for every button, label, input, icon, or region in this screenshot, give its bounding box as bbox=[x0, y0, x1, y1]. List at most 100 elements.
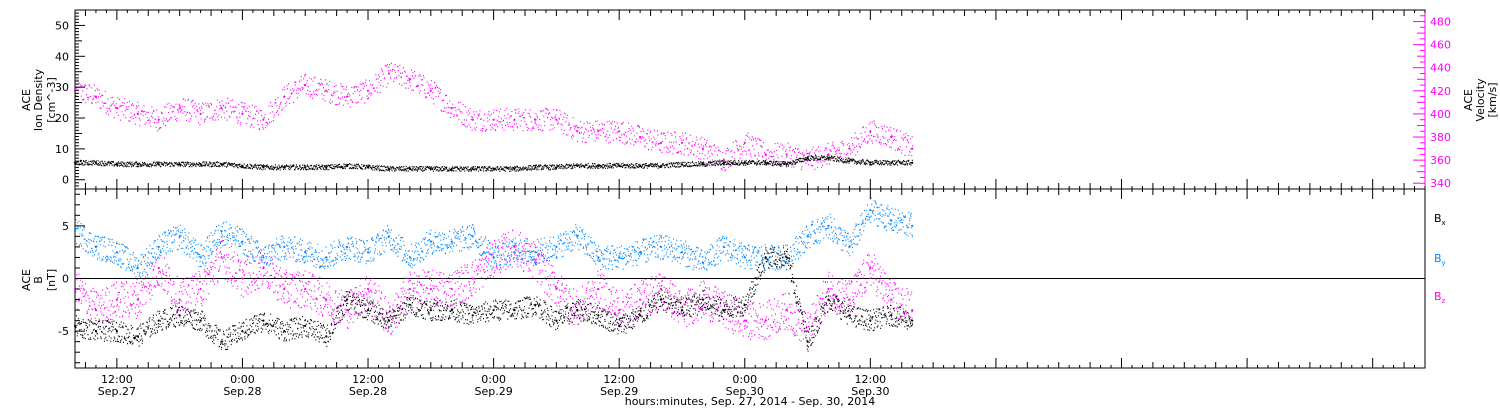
bz-series-point bbox=[366, 287, 370, 291]
bz-series-point bbox=[659, 287, 663, 291]
bz-series-point bbox=[346, 309, 349, 312]
bx-series-point bbox=[262, 319, 265, 322]
velocity-series-point bbox=[722, 159, 725, 162]
velocity-series-point bbox=[262, 118, 265, 121]
velocity-tick-label: 460 bbox=[1430, 39, 1451, 52]
bz-series-point bbox=[429, 287, 432, 291]
by-series-point bbox=[199, 256, 202, 259]
bz-series-point bbox=[262, 266, 265, 270]
b-label-line2: B bbox=[32, 276, 45, 284]
legend-by: By bbox=[1434, 252, 1446, 267]
density-series-point bbox=[534, 166, 537, 169]
b-field-axis: -5 0 5 bbox=[58, 193, 85, 364]
time-tick-label: 0:00 bbox=[481, 373, 506, 386]
bz-series-point bbox=[450, 287, 453, 291]
x-axis-title: hours:minutes, Sep. 27, 2014 - Sep. 30, … bbox=[625, 395, 876, 408]
bx-series-point bbox=[304, 324, 307, 327]
by-series-point bbox=[73, 230, 77, 233]
velocity-series-point bbox=[680, 141, 684, 144]
bz-series-point bbox=[94, 309, 97, 312]
bz-series-point bbox=[911, 309, 914, 312]
bz-series-point bbox=[115, 298, 118, 301]
velocity-tick-label: 440 bbox=[1430, 62, 1451, 75]
by-series-point bbox=[806, 235, 809, 238]
by-series-point bbox=[597, 256, 600, 259]
velocity-series-point bbox=[639, 135, 642, 139]
bx-series-point bbox=[785, 256, 788, 259]
b-tick-label: 5 bbox=[62, 220, 69, 233]
date-tick-label: Sep.28 bbox=[349, 385, 387, 398]
by-series-point bbox=[890, 219, 893, 222]
velocity-label-line3: [km/s] bbox=[1486, 82, 1499, 117]
velocity-series-point bbox=[136, 112, 139, 115]
b-legend: Bx By Bz bbox=[1434, 212, 1446, 305]
velocity-series-point bbox=[492, 118, 495, 121]
bz-series-point bbox=[471, 277, 474, 280]
bz-series-point bbox=[408, 287, 411, 291]
velocity-series-point bbox=[534, 118, 537, 121]
density-series-point bbox=[262, 166, 265, 169]
by-series-point bbox=[429, 240, 432, 243]
b-tick-label: 0 bbox=[62, 273, 69, 286]
date-tick-label: Sep.29 bbox=[474, 385, 512, 398]
b-field-axis-label: ACE B [nT] bbox=[20, 269, 58, 291]
bz-series-point bbox=[639, 298, 642, 301]
velocity-series-point bbox=[220, 107, 223, 110]
density-tick-label: 20 bbox=[55, 112, 69, 125]
by-series-point bbox=[911, 224, 914, 227]
density-axis: 0 10 20 30 40 50 bbox=[55, 9, 85, 187]
by-series-point bbox=[680, 251, 684, 254]
velocity-series-point bbox=[785, 153, 788, 156]
time-axis: 12:00Sep.270:00Sep.2812:00Sep.280:00Sep.… bbox=[84, 10, 1426, 398]
velocity-series-point bbox=[618, 130, 621, 133]
bx-series-point bbox=[911, 319, 914, 322]
legend-bz: Bz bbox=[1434, 290, 1446, 305]
date-tick-label: Sep.27 bbox=[98, 385, 136, 398]
bx-series bbox=[73, 247, 914, 352]
b-tick-label: -5 bbox=[58, 325, 69, 338]
velocity-tick-label: 420 bbox=[1430, 85, 1451, 98]
velocity-series-point bbox=[869, 130, 872, 133]
time-tick-label: 0:00 bbox=[732, 373, 757, 386]
bx-series-scatter bbox=[75, 247, 913, 352]
bz-series-point bbox=[199, 287, 202, 291]
velocity-series-point bbox=[890, 135, 893, 139]
bz-series-point bbox=[848, 298, 851, 301]
bx-series-point bbox=[157, 319, 160, 322]
velocity-tick-label: 340 bbox=[1430, 177, 1451, 190]
bx-series-point bbox=[471, 314, 474, 317]
density-label-line1: ACE bbox=[20, 89, 33, 111]
time-tick-label: 12:00 bbox=[854, 373, 886, 386]
velocity-axis-label: ACE Velocity [km/s] bbox=[1462, 78, 1499, 122]
bx-series-point bbox=[325, 335, 328, 338]
velocity-label-line2: Velocity bbox=[1474, 78, 1487, 122]
bx-series-point bbox=[220, 340, 223, 343]
bz-series-point bbox=[241, 277, 244, 280]
by-series-point bbox=[366, 251, 370, 254]
velocity-series-point bbox=[178, 107, 181, 110]
bx-series-point bbox=[429, 309, 432, 312]
density-axis-label: ACE Ion Density [cm^-3] bbox=[20, 68, 58, 131]
bx-series-point bbox=[680, 309, 684, 312]
b-label-line1: ACE bbox=[20, 269, 33, 291]
velocity-series-point bbox=[387, 72, 391, 75]
bz-series-point bbox=[304, 287, 307, 291]
density-series bbox=[73, 155, 914, 172]
velocity-tick-label: 480 bbox=[1430, 16, 1451, 29]
bz-series-point bbox=[534, 261, 537, 264]
bz-series-scatter bbox=[75, 229, 913, 347]
density-label-line3: [cm^-3] bbox=[45, 77, 58, 123]
bz-series-point bbox=[869, 266, 872, 270]
by-series-point bbox=[283, 245, 286, 248]
velocity-series-point bbox=[701, 147, 705, 150]
by-series-point bbox=[534, 251, 537, 254]
velocity-series-point bbox=[911, 147, 914, 150]
bottom-panel-data bbox=[73, 197, 914, 352]
by-series-point bbox=[869, 209, 872, 212]
velocity-series-point bbox=[346, 95, 349, 98]
date-tick-label: Sep.29 bbox=[600, 385, 638, 398]
by-series-point bbox=[157, 245, 160, 248]
velocity-series-point bbox=[241, 112, 244, 115]
bx-series-point bbox=[597, 314, 600, 317]
velocity-series-point bbox=[597, 130, 600, 133]
